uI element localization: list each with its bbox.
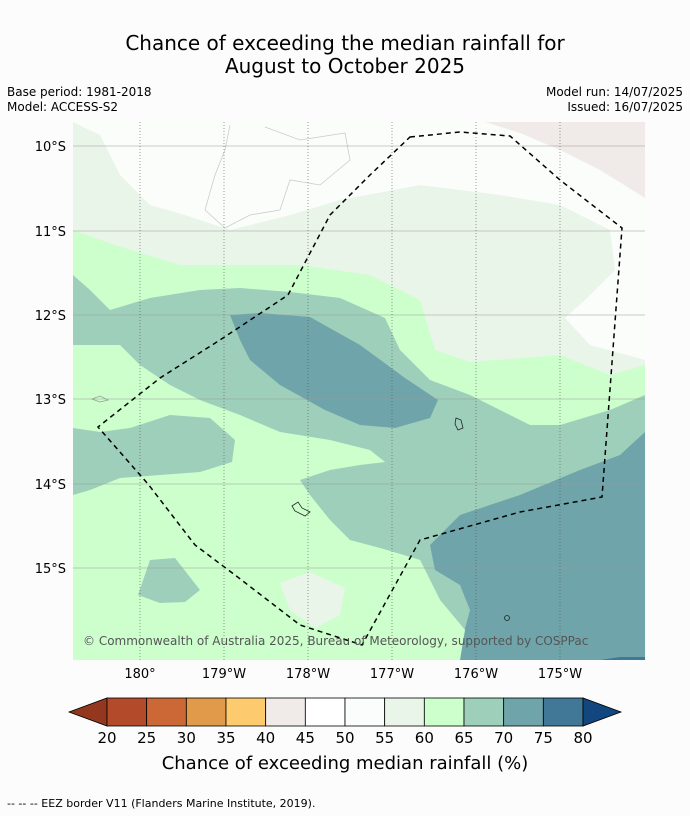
colorbar-segment <box>146 697 187 727</box>
colorbar-tick-label: 45 <box>296 729 315 747</box>
colorbar: 20 25 30 35 40 45 50 55 60 65 70 75 80 <box>67 697 623 747</box>
grid-lines <box>73 145 645 569</box>
colorbar-segment <box>344 697 386 727</box>
colorbar-segment <box>185 697 227 727</box>
colorbar-segment <box>304 697 346 727</box>
lat-label: 15°S <box>35 562 66 577</box>
contour-75-80-edge <box>600 657 645 660</box>
colorbar-segment <box>265 697 306 727</box>
map-title: Chance of exceeding the median rainfall … <box>0 32 690 78</box>
run-info: Model run: 14/07/2025 Issued: 16/07/2025 <box>546 85 683 115</box>
colorbar-tick-label: 30 <box>177 729 196 747</box>
colorbar-tick-label: 75 <box>534 729 553 747</box>
colorbar-over-arrow <box>582 697 623 727</box>
contour-70-75-southeast <box>430 432 645 660</box>
map-area: © Commonwealth of Australia 2025, Bureau… <box>73 122 645 660</box>
eez-border <box>96 131 623 646</box>
colorbar-segment <box>463 697 505 727</box>
model-run: Model run: 14/07/2025 <box>545 85 683 99</box>
contour-65-70-west <box>73 415 235 495</box>
contour-60-65-south <box>380 548 465 660</box>
lat-label: 13°S <box>35 393 66 408</box>
lat-label: 10°S <box>35 140 66 155</box>
island-3 <box>504 615 510 621</box>
colorbar-segment <box>542 697 584 727</box>
base-period: Base period: 1981-2018 <box>7 85 152 99</box>
colorbar-tick-label: 35 <box>216 729 235 747</box>
colorbar-segment <box>384 697 425 727</box>
island-4 <box>90 395 110 403</box>
colorbar-tick-label: 25 <box>137 729 156 747</box>
colorbar-tick-label: 50 <box>335 729 354 747</box>
lon-label: 179°W <box>202 667 246 682</box>
colorbar-segment <box>225 697 267 727</box>
lat-label: 12°S <box>35 309 66 324</box>
copyright-text: © Commonwealth of Australia 2025, Bureau… <box>83 634 588 648</box>
colorbar-tick-label: 80 <box>573 729 592 747</box>
lat-label: 11°S <box>35 225 66 240</box>
island-1 <box>454 417 464 431</box>
lat-label: 14°S <box>35 478 66 493</box>
lon-label: 176°W <box>454 667 498 682</box>
latitude-labels: 10°S 11°S 12°S 13°S 14°S 15°S <box>35 140 66 577</box>
lon-label: 175°W <box>538 667 582 682</box>
colorbar-segment <box>423 697 465 727</box>
contour-55-60-patch <box>280 572 345 628</box>
contour-line-50 <box>204 124 351 229</box>
lon-label: 180° <box>124 667 155 682</box>
contour-40-45 <box>485 122 645 198</box>
island-2 <box>291 501 311 517</box>
contour-65-70-south <box>138 558 200 603</box>
colorbar-tick-label: 20 <box>97 729 116 747</box>
colorbar-label: Chance of exceeding median rainfall (%) <box>161 753 529 774</box>
colorbar-under-arrow <box>67 697 108 727</box>
lon-label: 178°W <box>286 667 330 682</box>
eez-legend-note: -- -- -- EEZ border V11 (Flanders Marine… <box>7 797 316 810</box>
colorbar-tick-label: 65 <box>454 729 473 747</box>
colorbar-segment <box>503 697 544 727</box>
colorbar-tick-label: 55 <box>375 729 394 747</box>
issued-date: Issued: 16/07/2025 <box>567 100 683 114</box>
colorbar-tick-label: 60 <box>415 729 434 747</box>
longitude-labels: 180° 179°W 178°W 177°W 176°W 175°W <box>124 667 582 682</box>
title-line-2: August to October 2025 <box>224 54 466 78</box>
colorbar-tick-label: 70 <box>494 729 513 747</box>
colorbar-segment <box>106 697 148 727</box>
title-line-1: Chance of exceeding the median rainfall … <box>125 31 565 55</box>
model-name: Model: ACCESS-S2 <box>7 100 119 114</box>
model-info: Base period: 1981-2018 Model: ACCESS-S2 <box>7 85 152 115</box>
lon-label: 177°W <box>370 667 414 682</box>
colorbar-tick-label: 40 <box>256 729 275 747</box>
